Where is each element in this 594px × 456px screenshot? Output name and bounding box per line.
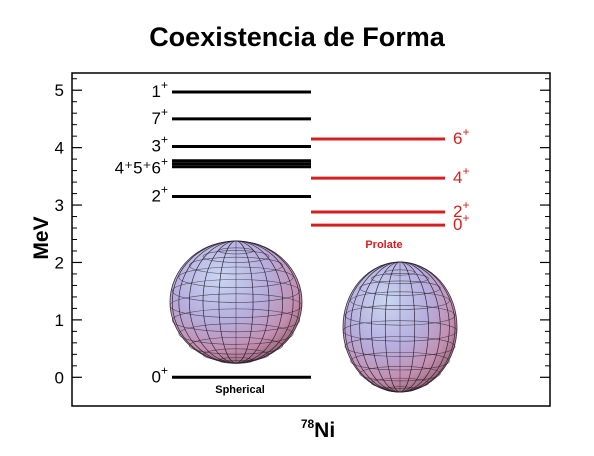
spherical-level: 3+: [152, 132, 311, 155]
spherical-shape-icon: [169, 240, 303, 364]
y-axis-label: MeV: [30, 216, 53, 259]
nuclear-shapes: [169, 240, 458, 393]
spherical-level: 2+: [152, 182, 311, 205]
level-label: 3+: [152, 132, 168, 155]
level-label: 4⁺5⁺6+: [115, 155, 168, 178]
prolate-level: 0+: [311, 211, 469, 234]
spherical-level: 0+: [152, 363, 311, 386]
y-tick-label: 4: [55, 139, 64, 158]
level-label: 0+: [453, 211, 469, 234]
level-label: 0+: [152, 363, 168, 386]
y-tick-label: 3: [55, 196, 64, 215]
y-tick-label: 0: [55, 368, 64, 387]
energy-levels: 0+2+4⁺5⁺6+3+7+1+0+2+4+6+: [115, 78, 470, 386]
level-label: 2+: [453, 198, 469, 221]
x-axis-label: 78Ni: [301, 417, 335, 442]
spherical-level: 4⁺5⁺6+: [115, 155, 311, 178]
level-label: 4+: [453, 164, 469, 187]
y-axis: 0 1 2 3 4 5: [55, 78, 550, 387]
prolate-level: 2+: [311, 198, 469, 221]
level-label: 6+: [453, 125, 469, 148]
level-label: 7+: [152, 105, 168, 128]
prolate-level: 6+: [311, 125, 469, 148]
y-tick-label: 5: [55, 81, 64, 100]
chart-title: Coexistencia de Forma: [149, 22, 445, 52]
y-tick-label: 2: [55, 253, 64, 272]
spherical-level: 7+: [152, 105, 311, 128]
x-axis-label-element: Ni: [314, 419, 335, 442]
prolate-shape-icon: [342, 261, 458, 393]
spherical-level: 1+: [152, 78, 311, 101]
prolate-level: 4+: [311, 164, 469, 187]
plot-frame: [71, 72, 551, 407]
y-tick-label: 1: [55, 311, 64, 330]
spherical-shape-label: Spherical: [215, 384, 265, 396]
prolate-shape-label: Prolate: [365, 239, 402, 251]
level-label: 2+: [152, 182, 168, 205]
level-label: 1+: [152, 78, 168, 101]
x-axis-label-mass: 78: [301, 417, 315, 431]
